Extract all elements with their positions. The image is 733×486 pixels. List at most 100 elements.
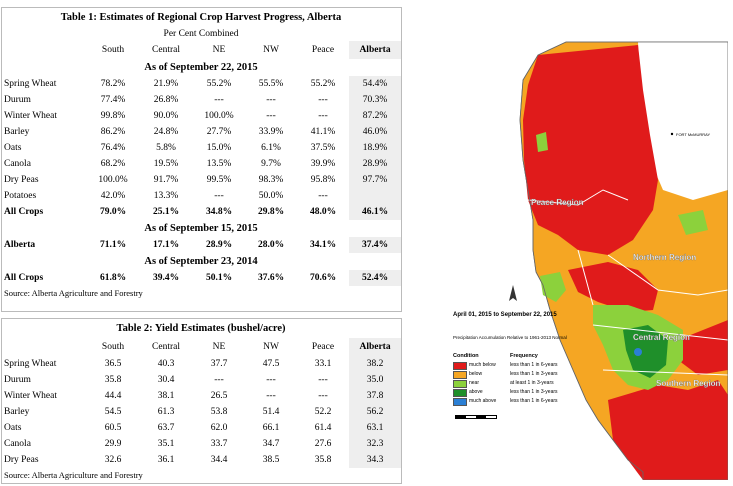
section-sep15-2015-text: As of September 15, 2015 [144,223,258,234]
row-label: Canola [4,159,31,169]
table2-row: Dry Peas 32.6 36.1 34.4 38.5 35.8 34.3 [1,452,402,468]
row-label [1,338,87,356]
cell: 99.8% [100,111,126,121]
table1-row-sep15: Alberta 71.1% 17.1% 28.9% 28.0% 34.1% 37.4% [1,237,402,253]
row-label: Potatoes [4,191,37,201]
precipitation-map: Peace Region Northern Region Central Reg… [428,40,729,481]
row-label: Spring Wheat [4,79,57,89]
legend-frequency: less than 1 in 3-years [510,371,558,377]
cell: 28.9% [205,240,233,250]
province-outline [519,41,729,481]
cell: 61.3 [157,407,175,417]
cell: 63.1 [349,420,402,436]
cell: 9.7% [261,159,281,169]
row-label [1,41,87,59]
cell: 38.2 [349,356,402,372]
table1-subtitle: Per Cent Combined [1,27,401,41]
cell: 70.6% [309,273,337,283]
row-label: Dry Peas [4,455,39,465]
cell: 34.1% [309,240,337,250]
row-label: Barley [4,127,30,137]
row-label: Durum [4,95,31,105]
table1-row: Spring Wheat 78.2% 21.9% 55.2% 55.5% 55.2% 54.… [1,76,402,92]
table1-row: Winter Wheat 99.8% 90.0% 100.0% --- --- 87.2% [1,108,402,124]
cell: Alberta [349,41,402,59]
legend-swatch [453,398,467,406]
cell: 55.2% [310,79,336,89]
cell: Peace [311,342,335,352]
cell: 41.1% [310,127,336,137]
cell: NE [212,45,226,55]
row-label: Dry Peas [4,175,39,185]
cell: 87.2% [349,108,402,124]
cell: 5.8% [156,143,176,153]
cell: 34.8% [205,207,233,217]
city-label: FORT McMURRAY [676,132,711,137]
table1-row: Potatoes 42.0% 13.3% --- 50.0% --- [1,188,402,204]
legend-frequency: less than 1 in 6-years [510,362,558,368]
cell: 48.0% [309,207,337,217]
cell: 37.5% [310,143,336,153]
green-west [540,272,566,302]
table1-header: South Central NE NW Peace Alberta [1,41,402,59]
cell: 26.5 [210,391,228,401]
cell: 70.3% [349,92,402,108]
cell: 34.3 [349,452,402,468]
cell: 37.4% [349,237,402,253]
cell: 51.4 [262,407,280,417]
cell: 34.4 [210,455,228,465]
cell: 78.2% [100,79,126,89]
cell: 42.0% [100,191,126,201]
cell: 39.9% [310,159,336,169]
cell: --- [214,375,224,385]
cell: --- [266,391,276,401]
cell: NE [212,342,226,352]
cell: --- [214,95,224,105]
cell: 36.1 [157,455,175,465]
cell: 50.0% [258,191,284,201]
cell: 86.2% [100,127,126,137]
cell: 25.1% [152,207,180,217]
cell: 37.8 [349,388,402,404]
cell: Central [152,342,180,352]
northern-region-label: Northern Region [633,253,696,262]
map-period: April 01, 2015 to September 22, 2015 [453,312,557,318]
cell: 35.8 [314,455,332,465]
row-label: Alberta [4,240,36,250]
row-label: Oats [4,143,22,153]
row-label: All Crops [4,273,44,283]
cell [349,188,402,204]
section-sep22-2015-text: As of September 22, 2015 [144,62,258,73]
table2-row: Spring Wheat 36.5 40.3 37.7 47.5 33.1 38.2 [1,356,402,372]
city-dot [670,132,674,136]
legend-swatch [453,362,467,370]
cell: 55.2% [206,79,232,89]
cell: 63.7 [157,423,175,433]
red-southeast [678,320,728,375]
row-label: Barley [4,407,30,417]
cell: 33.7 [210,439,228,449]
cell: 61.4 [314,423,332,433]
table1-title-text: Table 1: Estimates of Regional Crop Harv… [60,11,342,23]
table1-row: All Crops 79.0% 25.1% 34.8% 29.8% 48.0% 46.1% [1,204,402,220]
cell: 44.4 [104,391,122,401]
table1-row: Barley 86.2% 24.8% 27.7% 33.9% 41.1% 46.0% [1,124,402,140]
cell: 36.5 [104,359,122,369]
scale-bar [455,415,497,419]
table2-row: Oats 60.5 63.7 62.0 66.1 61.4 63.1 [1,420,402,436]
cell: 27.7% [206,127,232,137]
cell: 27.6 [314,439,332,449]
cell: 46.0% [349,124,402,140]
row-label: Oats [4,423,22,433]
cell: 62.0 [210,423,228,433]
blue-spot [634,348,642,356]
table1-row: Dry Peas 100.0% 91.7% 99.5% 98.3% 95.8% 97.7% [1,172,402,188]
cell: 30.4 [157,375,175,385]
cell: 46.1% [349,204,402,220]
cell: 61.8% [99,273,127,283]
cell: 99.5% [206,175,232,185]
red-south [608,380,728,480]
cell: --- [318,391,328,401]
condition-header: Condition [453,353,479,359]
southern-region-label: Southern Region [656,379,721,388]
